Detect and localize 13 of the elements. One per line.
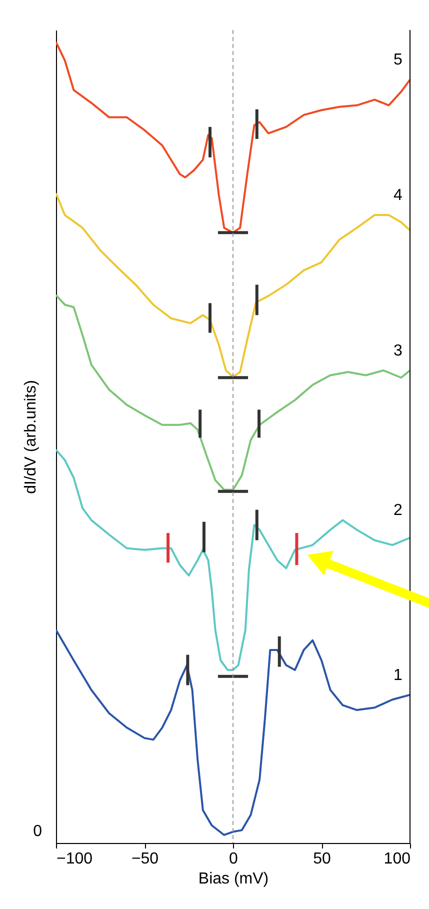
series-label: 4 xyxy=(394,187,403,204)
series-label: 1 xyxy=(394,666,403,684)
series-label: 3 xyxy=(394,342,403,360)
series-label: 5 xyxy=(394,52,403,69)
x-axis-title: Bias (mV) xyxy=(198,870,269,888)
x-tick-label: 0 xyxy=(229,850,238,868)
series-label: 2 xyxy=(394,502,403,519)
x-tick-label: −50 xyxy=(131,850,159,868)
text: 0 xyxy=(33,823,42,840)
x-tick-label: 100 xyxy=(384,850,411,868)
x-tick-label: −100 xyxy=(56,850,93,868)
y-axis-title: dI/dV (arb.units) xyxy=(22,380,40,494)
x-tick-label: 50 xyxy=(313,850,331,868)
